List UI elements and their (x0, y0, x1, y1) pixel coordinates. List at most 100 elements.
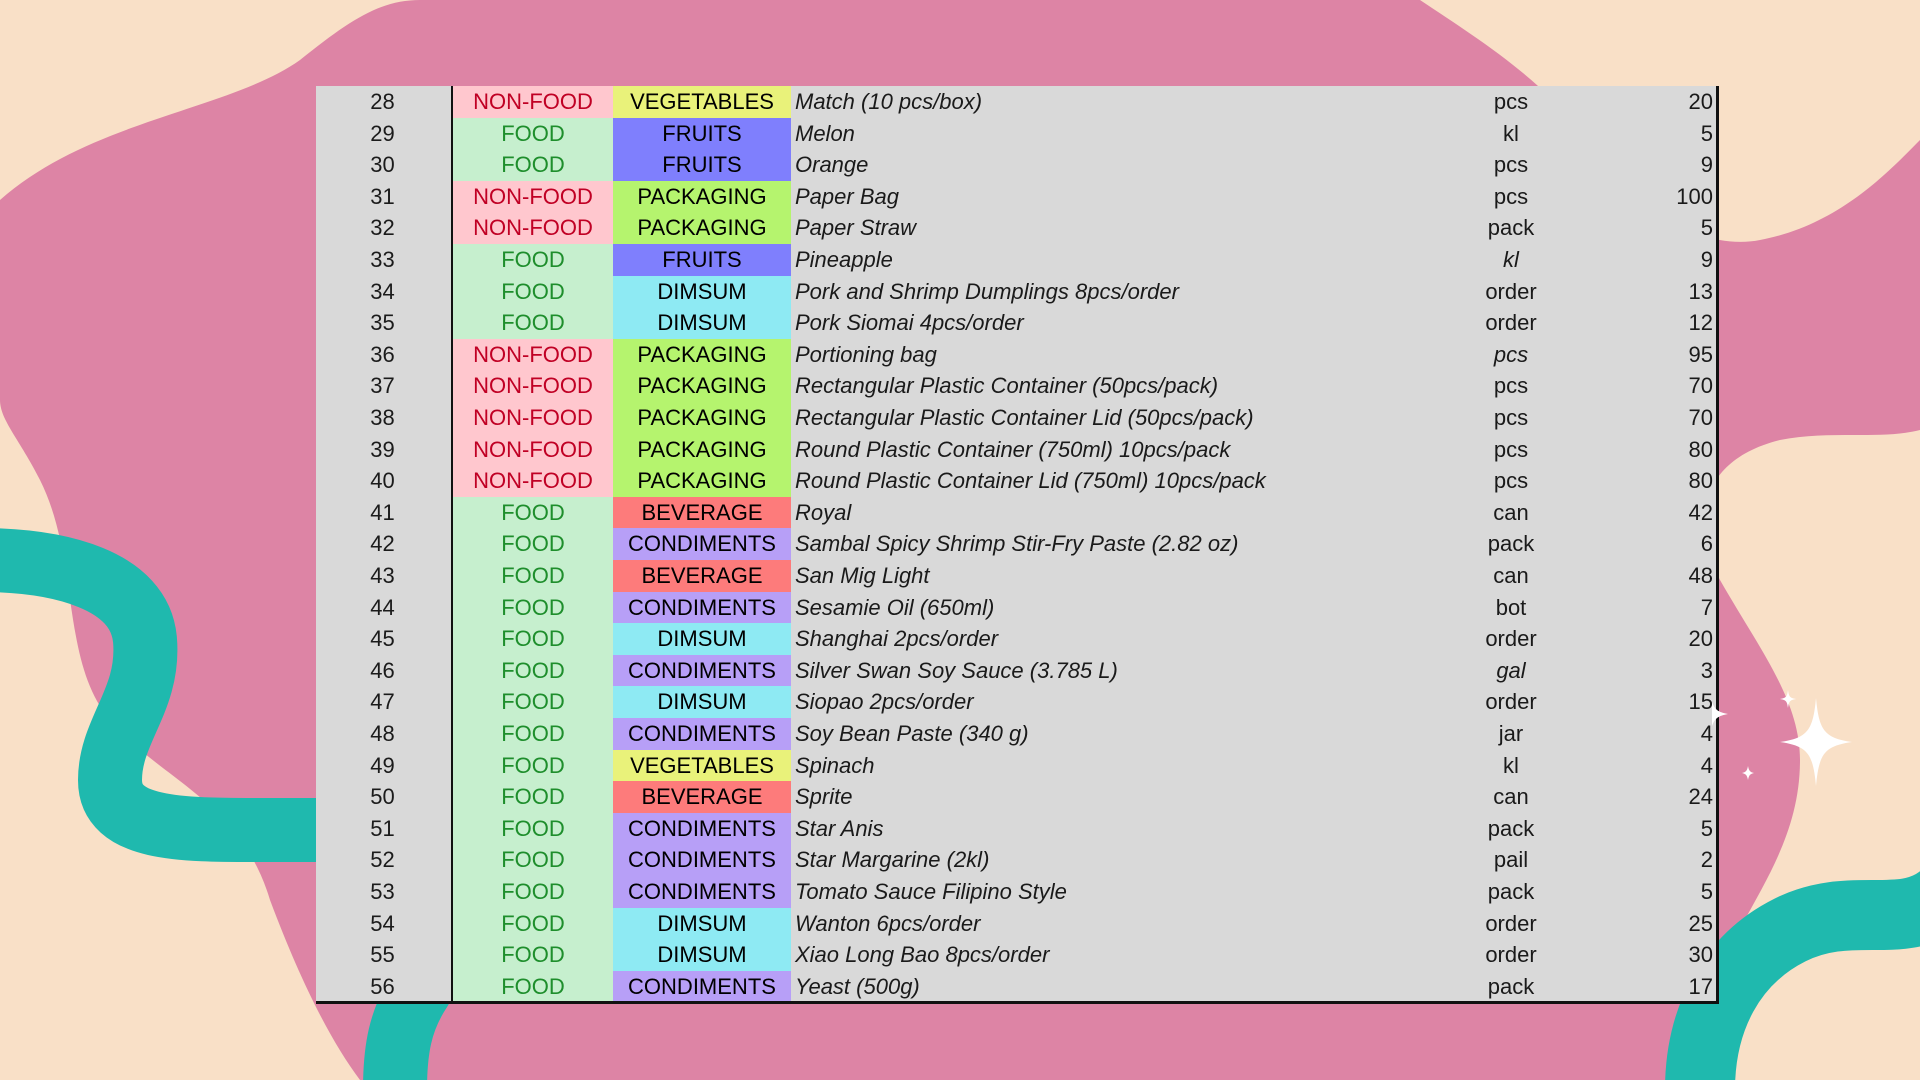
category-cell[interactable]: PACKAGING (613, 465, 791, 497)
unit-cell[interactable]: pcs (1493, 183, 1529, 209)
category-cell[interactable]: BEVERAGE (613, 781, 791, 813)
row-number-cell[interactable]: 56 (370, 973, 395, 999)
quantity-cell[interactable]: 42 (1688, 499, 1713, 525)
item-name-cell[interactable]: Match (10 pcs/box) (795, 89, 983, 114)
row-number-cell[interactable]: 52 (370, 847, 395, 873)
category-cell[interactable]: DIMSUM (613, 686, 791, 718)
unit-cell[interactable]: pack (1487, 531, 1535, 557)
category-cell[interactable]: DIMSUM (613, 307, 791, 339)
type-cell[interactable]: NON-FOOD (453, 86, 613, 118)
row-number-cell[interactable]: 32 (370, 215, 395, 241)
category-cell[interactable]: PACKAGING (613, 402, 791, 434)
item-name-cell[interactable]: Sesamie Oil (650ml) (795, 594, 995, 620)
quantity-cell[interactable]: 9 (1700, 152, 1713, 178)
category-cell[interactable]: DIMSUM (613, 623, 791, 655)
row-number-cell[interactable]: 31 (370, 183, 395, 209)
category-cell[interactable]: FRUITS (613, 244, 791, 276)
quantity-cell[interactable]: 12 (1688, 310, 1713, 336)
item-name-cell[interactable]: Royal (795, 499, 852, 525)
row-number-cell[interactable]: 35 (370, 310, 395, 336)
quantity-cell[interactable]: 70 (1688, 405, 1713, 430)
unit-cell[interactable]: pack (1487, 815, 1535, 841)
quantity-cell[interactable]: 7 (1700, 594, 1713, 620)
item-name-cell[interactable]: Round Plastic Container (750ml) 10pcs/pa… (795, 436, 1231, 462)
type-cell[interactable]: FOOD (453, 244, 613, 276)
type-cell[interactable]: NON-FOOD (453, 402, 613, 434)
item-name-cell[interactable]: Pineapple (795, 247, 893, 272)
quantity-cell[interactable]: 9 (1700, 247, 1713, 272)
unit-cell[interactable]: pcs (1493, 468, 1529, 494)
type-cell[interactable]: FOOD (453, 623, 613, 655)
type-cell[interactable]: FOOD (453, 844, 613, 876)
row-number-cell[interactable]: 44 (370, 594, 395, 620)
unit-cell[interactable]: kl (1503, 752, 1519, 778)
row-number-cell[interactable]: 30 (370, 152, 395, 178)
type-cell[interactable]: FOOD (453, 528, 613, 560)
category-cell[interactable]: PACKAGING (613, 212, 791, 244)
quantity-cell[interactable]: 70 (1688, 373, 1713, 399)
quantity-cell[interactable]: 100 (1676, 183, 1713, 209)
row-number-cell[interactable]: 38 (370, 405, 395, 430)
category-cell[interactable]: CONDIMENTS (613, 654, 791, 687)
type-cell[interactable]: FOOD (453, 939, 613, 971)
type-cell[interactable]: NON-FOOD (453, 370, 613, 402)
item-name-cell[interactable]: Round Plastic Container Lid (750ml) 10pc… (795, 468, 1266, 494)
quantity-cell[interactable]: 25 (1688, 910, 1713, 936)
quantity-cell[interactable]: 4 (1700, 721, 1713, 746)
type-cell[interactable]: NON-FOOD (453, 180, 613, 213)
category-cell[interactable]: CONDIMENTS (613, 844, 791, 876)
category-cell[interactable]: PACKAGING (613, 370, 791, 402)
quantity-cell[interactable]: 80 (1688, 436, 1713, 462)
item-name-cell[interactable]: Shanghai 2pcs/order (795, 626, 999, 652)
category-cell[interactable]: PACKAGING (613, 433, 791, 466)
quantity-cell[interactable]: 15 (1688, 689, 1713, 715)
type-cell[interactable]: FOOD (453, 560, 613, 592)
item-name-cell[interactable]: Soy Bean Paste (340 g) (795, 721, 1029, 746)
type-cell[interactable]: FOOD (453, 275, 613, 308)
category-cell[interactable]: VEGETABLES (613, 86, 791, 118)
quantity-cell[interactable]: 2 (1700, 847, 1713, 873)
unit-cell[interactable]: kl (1503, 120, 1519, 146)
type-cell[interactable]: FOOD (453, 686, 613, 718)
row-number-cell[interactable]: 51 (370, 815, 395, 841)
item-name-cell[interactable]: Orange (795, 152, 869, 178)
type-cell[interactable]: FOOD (453, 749, 613, 782)
unit-cell[interactable]: pcs (1493, 405, 1529, 430)
row-number-cell[interactable]: 37 (370, 373, 395, 399)
type-cell[interactable]: FOOD (453, 718, 613, 750)
quantity-cell[interactable]: 5 (1700, 215, 1713, 241)
type-cell[interactable]: FOOD (453, 876, 613, 908)
category-cell[interactable]: DIMSUM (613, 275, 791, 308)
type-cell[interactable]: FOOD (453, 781, 613, 813)
row-number-cell[interactable]: 43 (370, 563, 395, 588)
item-name-cell[interactable]: Paper Straw (795, 215, 917, 241)
type-cell[interactable]: NON-FOOD (453, 465, 613, 497)
type-cell[interactable]: FOOD (453, 812, 613, 845)
row-number-cell[interactable]: 48 (370, 721, 395, 746)
type-cell[interactable]: FOOD (453, 307, 613, 339)
item-name-cell[interactable]: Star Margarine (2kl) (795, 847, 990, 873)
unit-cell[interactable]: pack (1487, 215, 1535, 241)
unit-cell[interactable]: gal (1496, 657, 1526, 683)
item-name-cell[interactable]: San Mig Light (795, 563, 930, 588)
item-name-cell[interactable]: Portioning bag (795, 341, 937, 367)
row-number-cell[interactable]: 34 (370, 278, 395, 304)
type-cell[interactable]: FOOD (453, 654, 613, 687)
row-number-cell[interactable]: 45 (370, 626, 395, 652)
unit-cell[interactable]: order (1485, 278, 1537, 304)
category-cell[interactable]: CONDIMENTS (613, 591, 791, 624)
quantity-cell[interactable]: 24 (1688, 784, 1713, 810)
unit-cell[interactable]: pail (1493, 847, 1529, 873)
unit-cell[interactable]: kl (1503, 247, 1519, 272)
item-name-cell[interactable]: Star Anis (795, 815, 884, 841)
row-number-cell[interactable]: 49 (370, 752, 395, 778)
item-name-cell[interactable]: Wanton 6pcs/order (795, 910, 981, 936)
quantity-cell[interactable]: 5 (1700, 120, 1713, 146)
unit-cell[interactable]: pack (1487, 879, 1535, 904)
category-cell[interactable]: BEVERAGE (613, 496, 791, 529)
category-cell[interactable]: DIMSUM (613, 907, 791, 940)
quantity-cell[interactable]: 20 (1688, 89, 1713, 114)
row-number-cell[interactable]: 54 (370, 910, 395, 936)
category-cell[interactable]: FRUITS (613, 149, 791, 181)
category-cell[interactable]: VEGETABLES (613, 749, 791, 782)
